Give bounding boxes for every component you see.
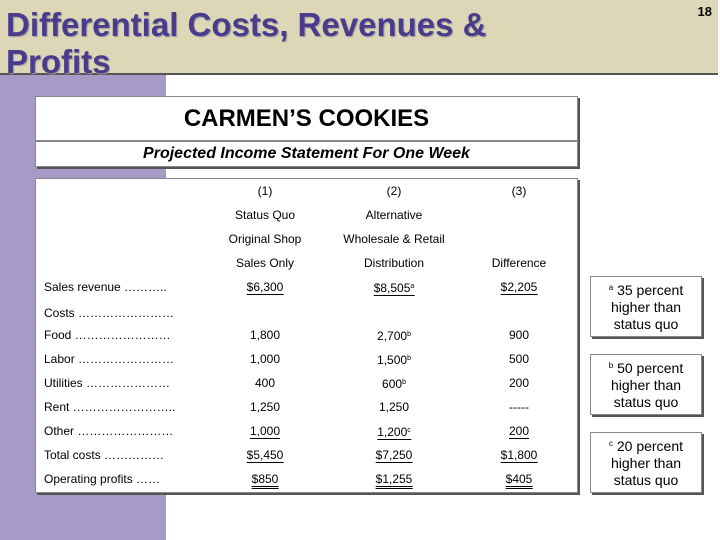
utilities-col2-value: 600: [382, 377, 403, 391]
col1-header-line1: Status Quo: [234, 208, 296, 222]
labor-col2: 1,500b: [377, 352, 411, 367]
food-col2: 2,700b: [377, 328, 411, 343]
utilities-col2: 600b: [382, 376, 406, 391]
rent-col3: -----: [509, 400, 529, 414]
utilities-col1: 400: [254, 376, 276, 390]
row-label-rent: Rent ……………………..: [44, 400, 176, 414]
col3-header-line3: Difference: [491, 256, 547, 270]
footnote-b: b 50 percent higher than status quo: [590, 354, 702, 415]
col2-header-line3: Distribution: [363, 256, 425, 270]
profit-col2: $1,255: [375, 472, 413, 489]
slide-title: Differential Costs, Revenues & Profits: [6, 6, 486, 80]
row-label-costs: Costs ……………………: [44, 306, 175, 320]
profit-col1: $850: [251, 472, 279, 489]
footnote-b-marker: b: [608, 361, 614, 370]
other-col3: 200: [508, 424, 530, 439]
footnote-b-text: 50 percent higher than status quo: [610, 360, 684, 410]
row-label-other: Other ……………………: [44, 424, 174, 438]
labor-col2-footnote: b: [407, 355, 411, 362]
footnote-a-marker: a: [608, 283, 614, 292]
total-col3: $1,800: [500, 448, 538, 463]
footnote-a-text: 35 percent higher than status quo: [610, 282, 684, 332]
row-label-utilities: Utilities …………………: [44, 376, 171, 390]
slide-title-line-2: Profits: [6, 43, 111, 80]
utilities-col2-footnote: b: [402, 379, 406, 386]
food-col2-value: 2,700: [377, 329, 408, 343]
sales-col2: $8,505a: [373, 280, 415, 296]
other-col2: 1,200c: [377, 424, 411, 440]
col1-header-line3: Sales Only: [235, 256, 295, 270]
col2-number: (2): [386, 184, 402, 198]
other-col1: 1,000: [249, 424, 281, 439]
footnote-c-marker: c: [608, 439, 613, 448]
col1-header-line2: Original Shop: [228, 232, 302, 246]
col2-header-line2: Wholesale & Retail: [343, 232, 445, 246]
row-label-food: Food ……………………: [44, 328, 171, 342]
statement-title: Projected Income Statement For One Week: [143, 145, 470, 162]
col2-header-line1: Alternative: [365, 208, 423, 222]
total-col1: $5,450: [246, 448, 284, 463]
footnote-a: a 35 percent higher than status quo: [590, 276, 702, 337]
labor-col1: 1,000: [249, 352, 281, 366]
food-col1: 1,800: [249, 328, 281, 342]
row-label-labor: Labor ……………………: [44, 352, 175, 366]
row-label-operating-profits: Operating profits ……: [44, 472, 161, 486]
col1-number: (1): [257, 184, 273, 198]
sales-col2-footnote: a: [410, 283, 415, 290]
sales-col1: $6,300: [246, 280, 284, 295]
food-col2-footnote: b: [407, 331, 411, 338]
other-col2-value: 1,200: [377, 425, 408, 439]
labor-col2-value: 1,500: [377, 353, 408, 367]
slide-title-line-1: Differential Costs, Revenues &: [6, 6, 487, 43]
labor-col3: 500: [508, 352, 530, 366]
title-band: Differential Costs, Revenues & Profits 1…: [0, 0, 718, 80]
footnote-c: c 20 percent higher than status quo: [590, 432, 702, 493]
company-name: CARMEN’S COOKIES: [183, 105, 430, 132]
col3-number: (3): [511, 184, 527, 198]
company-box: CARMEN’S COOKIES: [35, 96, 578, 141]
profit-col3: $405: [505, 472, 533, 489]
statement-heading-box: Projected Income Statement For One Week: [35, 141, 578, 167]
rent-col1: 1,250: [249, 400, 281, 414]
footnote-c-text: 20 percent higher than status quo: [610, 438, 684, 488]
slide-number: 18: [697, 4, 712, 19]
other-col2-footnote: c: [407, 427, 411, 434]
income-statement-table: (1) (2) (3) Status Quo Alternative Origi…: [35, 178, 578, 493]
rent-col2: 1,250: [378, 400, 410, 414]
row-label-total-costs: Total costs ……………: [44, 448, 165, 462]
total-col2: $7,250: [375, 448, 413, 463]
utilities-col3: 200: [508, 376, 530, 390]
row-label-sales: Sales revenue ………..: [44, 280, 167, 294]
food-col3: 900: [508, 328, 530, 342]
sales-col2-value: $8,505: [373, 281, 411, 295]
sales-col3: $2,205: [500, 280, 538, 295]
